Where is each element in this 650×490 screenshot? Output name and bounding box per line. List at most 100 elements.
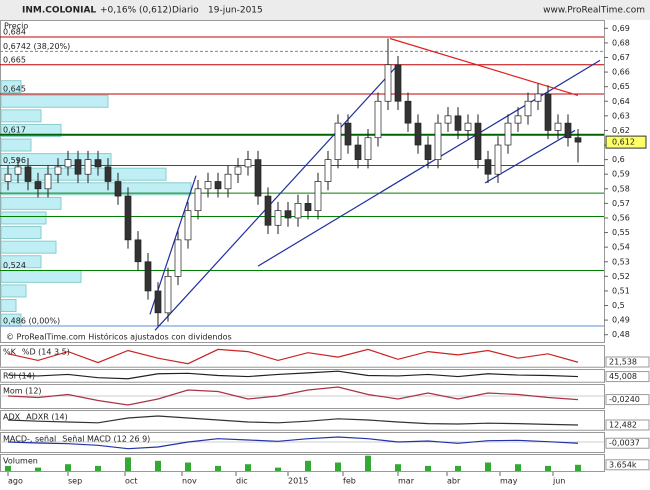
volume-profile-bar [0,299,17,313]
x-tick-label: sep [68,477,82,486]
candle-body [394,64,402,102]
last-value-box [605,371,650,383]
candle-body [244,159,252,168]
candle-body [234,166,242,175]
indicator-line [7,415,579,426]
trendline [257,59,601,267]
y-tick-label: 0,55 [612,228,630,237]
candle-body [104,166,112,182]
candle-body [404,100,412,124]
candle-body [454,115,462,131]
volume-bar [5,465,11,471]
panel-name: %K [3,348,17,357]
volume-bar [395,464,401,471]
candle-body [124,195,132,241]
y-tick-label: 0,66 [612,68,630,77]
trendline [389,37,579,96]
candle-body [264,195,272,226]
panel-name: Volumen [3,457,38,466]
volume-bar [275,467,281,471]
y-tick-label: 0,49 [612,316,630,325]
y-tick-label: 0,51 [612,286,630,295]
panel-frame [0,369,605,383]
last-value-box [605,356,650,368]
y-tick-label: 0,56 [612,213,630,222]
volume-bar [545,465,551,471]
y-tick-label: 0,48 [612,330,630,339]
y-tick-label: 0,63 [612,111,630,120]
y-tick-label: 0,65 [612,82,630,91]
x-tick-label: feb [343,477,356,486]
candle-body [184,210,192,241]
candle-body [94,159,102,168]
candle-body [194,188,202,212]
candle-body [64,159,72,168]
candle-body [464,122,472,131]
y-tick-label: 0,67 [612,53,630,62]
volume-bar [125,457,131,471]
volume-profile-bar [0,94,109,108]
candle-body [524,100,532,117]
candle-body [444,115,452,124]
last-value-label: -0,0240 [609,395,640,404]
last-value-box [605,419,650,431]
volume-bar [305,460,311,471]
y-tick-label: 0,53 [612,257,630,266]
candle-body [334,122,342,160]
volume-bar [95,465,101,471]
candle-body [284,210,292,219]
x-tick-label: mar [398,477,415,486]
volume-profile-bar [0,196,62,210]
candle-body [514,115,522,124]
panel-extra: ADXR (14) [26,413,68,422]
level-label: 0,617 [3,125,26,134]
candle-body [434,122,442,160]
header-bar [0,0,650,20]
last-value-label: 45,008 [609,372,637,381]
candle-body [14,166,22,175]
x-tick-label: dic [236,477,248,486]
volume-bar [575,464,581,471]
candle-body [484,159,492,175]
volume-bar [515,464,521,471]
level-label: 0,665 [3,55,26,64]
candle-body [54,166,62,175]
trendline [154,64,399,331]
footer: © ProRealTime.com Históricos ajustados c… [6,332,232,342]
candle-body [154,290,162,314]
candle-body [84,159,92,175]
candle-body [554,122,562,131]
panel-frame [0,345,605,368]
last-value-box [605,437,650,449]
candle-body [134,239,142,263]
panel-frame [0,454,605,472]
level-label: 0,645 [3,84,26,93]
candle-body [384,64,392,102]
candle-body [564,122,572,139]
volume-profile-bar [0,240,57,254]
y-tick-label: 0,58 [612,184,630,193]
candle-body [414,122,422,146]
volume-bar [155,460,161,471]
period: Diario [172,6,199,16]
candle-body [504,122,512,146]
volume-profile-bar [0,80,22,94]
volume-profile-bar [0,284,27,298]
panel-extra: %D (14 3 5) [22,348,70,357]
candle-body [164,275,172,314]
panel-name: MACD-, señal [3,435,56,444]
indicator-line [7,348,579,365]
volume-bar [215,465,221,471]
last-value-label: 3.654k [609,460,637,469]
y-tick-label: 0,64 [612,97,630,106]
candle-body [474,122,482,160]
candle-body [354,144,362,160]
x-tick-label: nov [182,477,197,486]
volume-bar [425,465,431,471]
indicator-line [7,386,579,406]
x-tick-label: ago [8,477,23,486]
candle-body [274,210,282,226]
level-label: 0,684 [3,28,26,37]
site: www.ProRealTime.com [543,6,645,16]
